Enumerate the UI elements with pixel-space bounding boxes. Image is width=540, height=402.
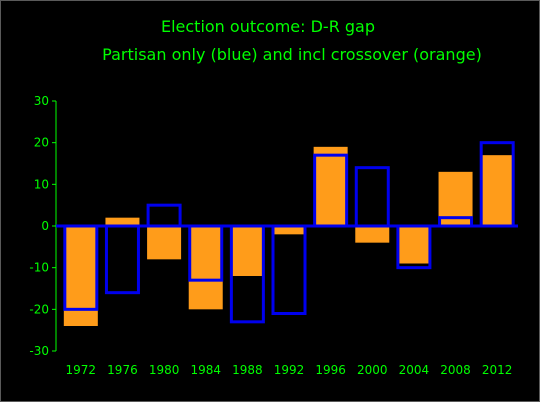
x-tick-label: 1984	[190, 363, 221, 377]
bar-crossover	[272, 226, 306, 235]
bar-partisan	[354, 166, 390, 228]
y-tick-label: 20	[34, 136, 49, 150]
x-tick-label: 2008	[440, 363, 471, 377]
y-tick-label: 10	[34, 177, 49, 191]
y-tick-label: -20	[29, 302, 49, 316]
x-tick-label: 1976	[107, 363, 138, 377]
bar-crossover	[230, 226, 265, 276]
bar-crossover	[396, 226, 431, 264]
bar-crossover	[480, 155, 515, 226]
x-tick-label: 2004	[399, 363, 430, 377]
y-tick-label: -30	[29, 344, 49, 358]
x-tick-label: 1980	[149, 363, 180, 377]
y-tick-label: -10	[29, 261, 49, 275]
chart-title: Election outcome: D-R gap	[160, 17, 376, 36]
bar-crossover	[105, 217, 140, 226]
bar-partisan	[271, 224, 307, 315]
x-tick-label: 1988	[232, 363, 263, 377]
y-tick-label: 0	[41, 219, 49, 233]
x-tick-label: 1972	[66, 363, 97, 377]
bar-crossover	[63, 226, 98, 326]
bar-crossover	[188, 226, 223, 310]
bar-crossover	[355, 226, 390, 243]
x-tick-label: 1992	[274, 363, 305, 377]
chart-subtitle: Partisan only (blue) and incl crossover …	[102, 45, 482, 64]
bar-crossover	[313, 146, 348, 226]
x-tick-label: 2012	[482, 363, 513, 377]
bar-partisan	[146, 203, 182, 228]
x-tick-label: 1996	[315, 363, 346, 377]
bar-partisan	[104, 224, 140, 295]
bar-crossover	[147, 226, 182, 260]
y-tick-label: 30	[34, 94, 49, 108]
x-tick-label: 2000	[357, 363, 388, 377]
